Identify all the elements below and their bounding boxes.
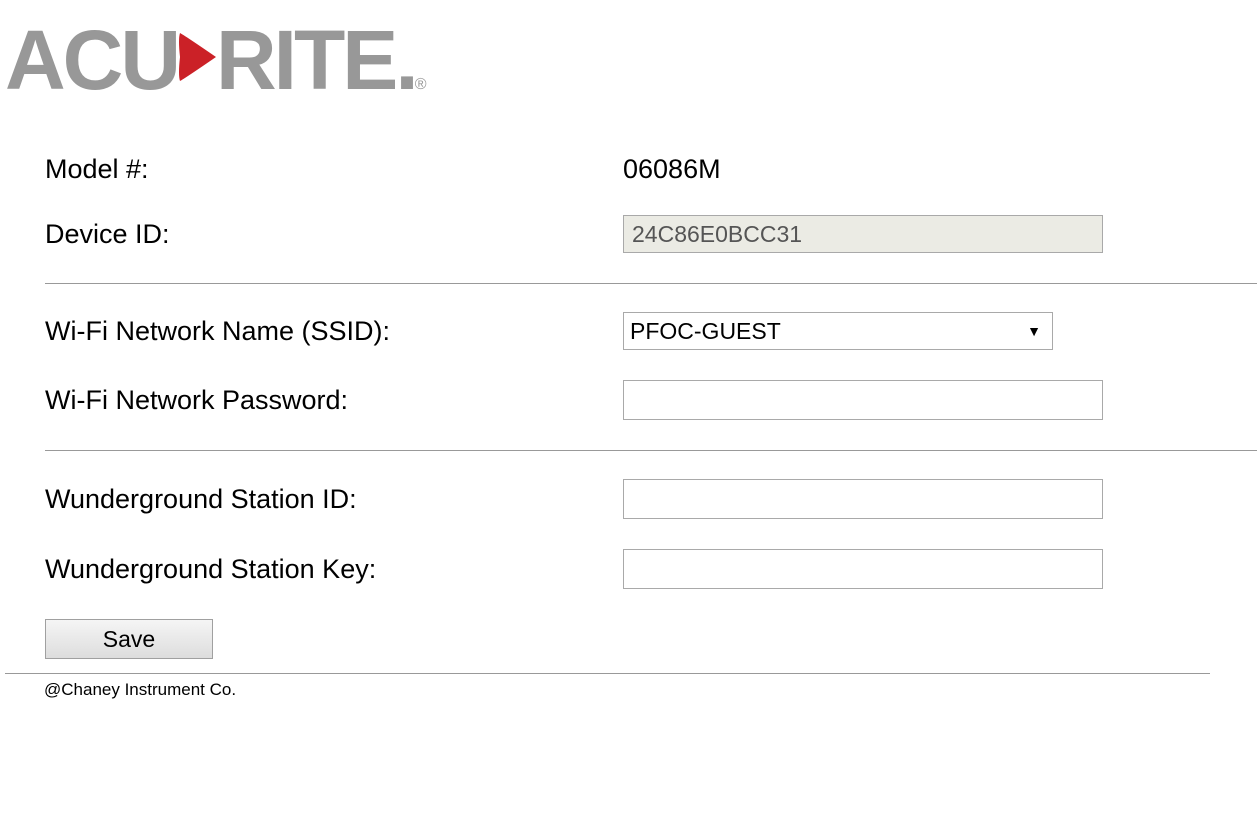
wifi-password-input[interactable] — [623, 380, 1103, 420]
model-value: 06086M — [623, 154, 721, 185]
logo-arrow-icon — [176, 29, 220, 85]
device-id-row: Device ID: 24C86E0BCC31 — [45, 215, 1258, 253]
wifi-password-label: Wi-Fi Network Password: — [45, 385, 623, 416]
section-divider — [45, 450, 1257, 451]
device-id-value: 24C86E0BCC31 — [623, 215, 1103, 253]
save-button[interactable]: Save — [45, 619, 213, 659]
wunderground-key-label: Wunderground Station Key: — [45, 554, 623, 585]
footer-text: @Chaney Instrument Co. — [0, 680, 1258, 700]
wifi-ssid-label: Wi-Fi Network Name (SSID): — [45, 316, 623, 347]
wunderground-id-input[interactable] — [623, 479, 1103, 519]
wunderground-id-label: Wunderground Station ID: — [45, 484, 623, 515]
wifi-ssid-row: Wi-Fi Network Name (SSID): PFOC-GUEST ▼ — [45, 312, 1258, 350]
model-label: Model #: — [45, 154, 623, 185]
model-row: Model #: 06086M — [45, 154, 1258, 185]
wifi-ssid-select[interactable]: PFOC-GUEST — [623, 312, 1053, 350]
wifi-password-row: Wi-Fi Network Password: — [45, 380, 1258, 420]
logo-text-rite: RITE — [216, 18, 395, 102]
logo-text-acu: ACU — [5, 18, 178, 102]
footer-divider — [5, 673, 1210, 674]
logo: ACU RITE . ® — [0, 0, 1258, 110]
logo-registered-icon: ® — [415, 76, 427, 94]
wunderground-key-input[interactable] — [623, 549, 1103, 589]
wunderground-key-row: Wunderground Station Key: — [45, 549, 1258, 589]
section-divider — [45, 283, 1257, 284]
wunderground-id-row: Wunderground Station ID: — [45, 479, 1258, 519]
device-id-label: Device ID: — [45, 219, 623, 250]
